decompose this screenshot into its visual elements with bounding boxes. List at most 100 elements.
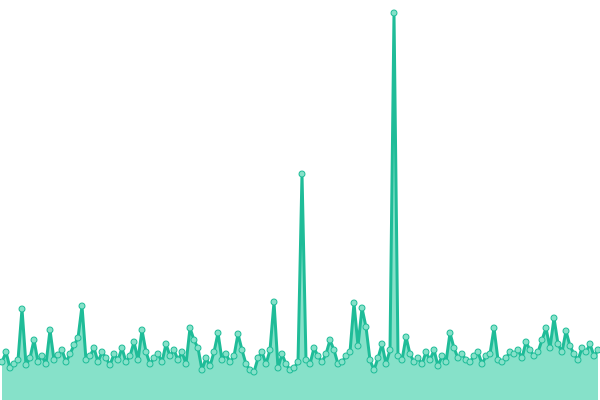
point (226, 358, 234, 366)
point (350, 299, 358, 307)
point (326, 336, 334, 344)
point (274, 364, 282, 372)
point (242, 360, 250, 368)
point (198, 366, 206, 374)
point (26, 354, 34, 362)
point (82, 356, 90, 364)
point (470, 352, 478, 360)
point (522, 338, 530, 346)
point (518, 354, 526, 362)
point (322, 350, 330, 358)
point (338, 358, 346, 366)
point (214, 329, 222, 337)
point (430, 346, 438, 354)
point (558, 348, 566, 356)
point (342, 352, 350, 360)
point (590, 352, 598, 360)
point (474, 348, 482, 356)
point (594, 346, 600, 354)
point (378, 340, 386, 348)
point (466, 358, 474, 366)
point (550, 314, 558, 322)
point (562, 327, 570, 335)
point (94, 358, 102, 366)
point (182, 360, 190, 368)
point (254, 354, 262, 362)
point (166, 352, 174, 360)
point (58, 346, 66, 354)
point (390, 9, 398, 17)
point (126, 352, 134, 360)
point (510, 350, 518, 358)
point (450, 344, 458, 352)
point (10, 360, 18, 368)
point (250, 368, 258, 376)
point (122, 358, 130, 366)
point (170, 346, 178, 354)
point (222, 350, 230, 358)
point (502, 354, 510, 362)
point (458, 350, 466, 358)
point (0, 358, 6, 366)
point (202, 354, 210, 362)
point (382, 360, 390, 368)
point (62, 358, 70, 366)
point (70, 341, 78, 349)
point (514, 346, 522, 354)
point (358, 304, 366, 312)
point (150, 354, 158, 362)
point (582, 348, 590, 356)
point (402, 333, 410, 341)
point (486, 350, 494, 358)
point (478, 360, 486, 368)
point (438, 352, 446, 360)
point (74, 334, 82, 342)
point (310, 344, 318, 352)
point (530, 352, 538, 360)
point (362, 323, 370, 331)
point (14, 356, 22, 364)
point (410, 358, 418, 366)
point (262, 360, 270, 368)
point (258, 348, 266, 356)
point (230, 352, 238, 360)
point (86, 352, 94, 360)
point (30, 336, 38, 344)
point (234, 330, 242, 338)
point (114, 356, 122, 364)
point (434, 362, 442, 370)
point (138, 326, 146, 334)
point (18, 305, 26, 313)
point (454, 354, 462, 362)
point (566, 342, 574, 350)
point (54, 351, 62, 359)
point (498, 358, 506, 366)
point (526, 346, 534, 354)
point (130, 338, 138, 346)
point (302, 356, 310, 364)
point (78, 302, 86, 310)
point (154, 350, 162, 358)
point (398, 356, 406, 364)
point (98, 348, 106, 356)
point (282, 360, 290, 368)
point (394, 352, 402, 360)
point (546, 344, 554, 352)
point (330, 346, 338, 354)
point (306, 360, 314, 368)
point (162, 340, 170, 348)
point (278, 350, 286, 358)
point (158, 358, 166, 366)
point (374, 354, 382, 362)
point (190, 336, 198, 344)
point (318, 358, 326, 366)
point (542, 324, 550, 332)
point (386, 346, 394, 354)
point (578, 344, 586, 352)
point (266, 346, 274, 354)
point (414, 354, 422, 362)
point (294, 358, 302, 366)
point (418, 360, 426, 368)
